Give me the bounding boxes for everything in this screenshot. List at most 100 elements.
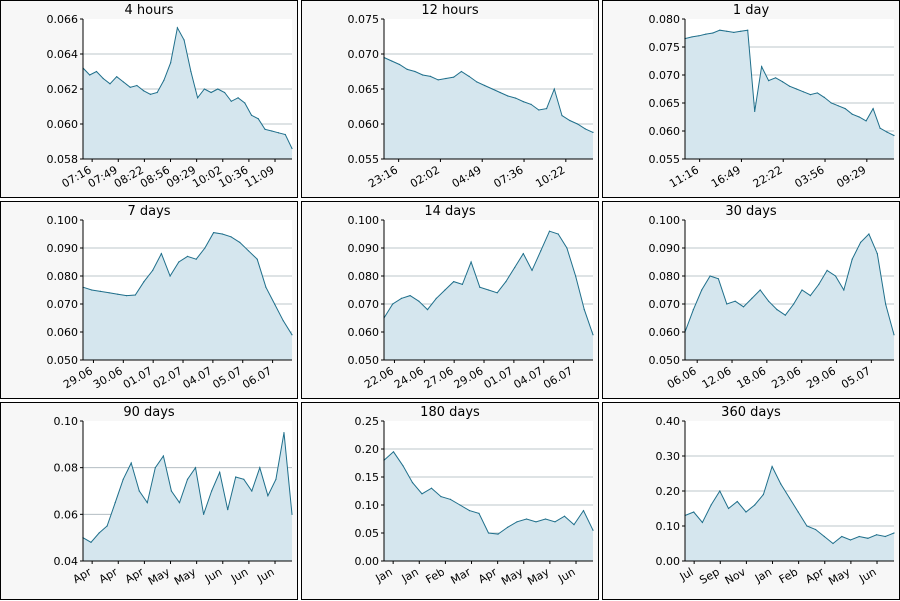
data-point bbox=[221, 233, 223, 235]
y-tick-label: 0.06 bbox=[54, 508, 79, 521]
chart-svg: 0.00 0.10 0.20 0.30 0.40 Jul Sep Nov Jan Feb Apr Ma… bbox=[656, 415, 895, 588]
x-tick-label: 23:16 bbox=[366, 163, 400, 190]
data-point bbox=[203, 88, 205, 90]
x-tick-label: Apr bbox=[123, 565, 146, 586]
data-point bbox=[726, 30, 728, 32]
data-point bbox=[109, 83, 111, 85]
data-point bbox=[219, 471, 221, 473]
data-point bbox=[259, 467, 261, 469]
chart-svg: 0.055 0.060 0.065 0.070 0.075 23:16 02:02 04:49… bbox=[348, 13, 594, 190]
series-area bbox=[384, 451, 593, 561]
data-point bbox=[548, 230, 551, 232]
chart-svg: 0.050 0.060 0.070 0.080 0.090 0.100 06.06 12.06… bbox=[649, 214, 895, 391]
chart-title: 12 hours bbox=[421, 3, 479, 18]
y-tick-label: 0.070 bbox=[649, 298, 681, 311]
data-point bbox=[392, 451, 395, 453]
data-point bbox=[719, 490, 721, 492]
data-point bbox=[114, 502, 116, 504]
data-point bbox=[514, 97, 517, 99]
y-tick-label: 0.075 bbox=[649, 41, 681, 54]
data-point bbox=[768, 300, 770, 302]
chart-title: 30 days bbox=[725, 204, 777, 219]
data-point bbox=[440, 496, 442, 498]
data-point bbox=[468, 75, 470, 77]
data-point bbox=[398, 63, 401, 66]
data-point bbox=[435, 297, 437, 299]
data-point bbox=[98, 532, 100, 534]
y-tick-label: 0.065 bbox=[649, 97, 681, 110]
data-point bbox=[406, 68, 408, 70]
data-point bbox=[816, 92, 818, 94]
data-point bbox=[169, 275, 171, 277]
y-tick-label: 0.075 bbox=[348, 13, 380, 26]
data-point bbox=[841, 535, 843, 538]
data-point bbox=[566, 247, 568, 249]
data-point bbox=[784, 314, 786, 316]
data-point bbox=[879, 127, 881, 129]
y-tick-label: 0.30 bbox=[656, 450, 681, 463]
data-point bbox=[516, 521, 518, 523]
data-point bbox=[584, 128, 586, 130]
data-point bbox=[557, 233, 559, 235]
x-tick-label: 29.06 bbox=[61, 364, 95, 391]
data-point bbox=[754, 504, 756, 506]
y-tick-label: 0.070 bbox=[348, 298, 380, 311]
series-line bbox=[82, 26, 293, 149]
data-point bbox=[717, 278, 720, 280]
data-point bbox=[823, 535, 825, 538]
data-point bbox=[460, 70, 463, 73]
data-point bbox=[154, 467, 156, 469]
x-tick-label: Jan bbox=[373, 565, 395, 585]
data-point bbox=[391, 60, 393, 62]
data-point bbox=[291, 334, 293, 336]
x-tick-label: Jun bbox=[856, 565, 878, 585]
data-point bbox=[152, 269, 154, 271]
chart-panel: 7 days 0.050 0.060 0.070 0.080 0.090 0.100 29.… bbox=[0, 201, 298, 399]
data-point bbox=[149, 93, 152, 95]
x-tick-label: 05.07 bbox=[839, 364, 873, 391]
data-point bbox=[138, 490, 140, 492]
data-point bbox=[163, 79, 165, 81]
data-point bbox=[709, 275, 711, 277]
data-point bbox=[710, 504, 712, 506]
data-point bbox=[884, 535, 886, 538]
data-point bbox=[170, 62, 172, 64]
data-point bbox=[522, 101, 524, 103]
data-point bbox=[592, 131, 594, 133]
y-tick-label: 0.070 bbox=[47, 298, 79, 311]
data-point bbox=[106, 525, 108, 527]
data-point bbox=[235, 476, 237, 478]
data-point bbox=[130, 462, 132, 464]
x-tick-label: 11:09 bbox=[243, 163, 277, 190]
data-point bbox=[190, 70, 192, 73]
data-point bbox=[202, 513, 205, 515]
data-point bbox=[176, 27, 178, 29]
data-point bbox=[414, 70, 416, 73]
data-point bbox=[217, 88, 219, 90]
data-point bbox=[815, 528, 817, 531]
data-point bbox=[211, 490, 213, 492]
data-point bbox=[210, 91, 212, 94]
y-tick-label: 0.060 bbox=[649, 125, 681, 138]
data-point bbox=[545, 108, 548, 110]
data-point bbox=[507, 95, 509, 97]
data-point bbox=[698, 35, 700, 37]
data-point bbox=[754, 110, 756, 112]
data-point bbox=[851, 113, 853, 115]
y-tick-label: 0.062 bbox=[47, 83, 79, 96]
data-point bbox=[129, 86, 131, 88]
x-tick-label: 05.07 bbox=[210, 364, 244, 391]
y-tick-label: 0.05 bbox=[355, 527, 380, 540]
x-tick-label: 18.06 bbox=[735, 364, 769, 391]
data-point bbox=[265, 286, 267, 288]
data-point bbox=[834, 275, 837, 277]
data-point bbox=[569, 119, 571, 122]
x-tick-label: 16:49 bbox=[709, 163, 743, 190]
y-tick-label: 0.25 bbox=[355, 415, 380, 428]
data-point bbox=[146, 502, 148, 504]
data-point bbox=[426, 309, 429, 311]
x-tick-label: 01.07 bbox=[121, 364, 155, 391]
x-tick-label: 01.07 bbox=[482, 364, 516, 391]
y-tick-label: 0.00 bbox=[355, 555, 380, 568]
